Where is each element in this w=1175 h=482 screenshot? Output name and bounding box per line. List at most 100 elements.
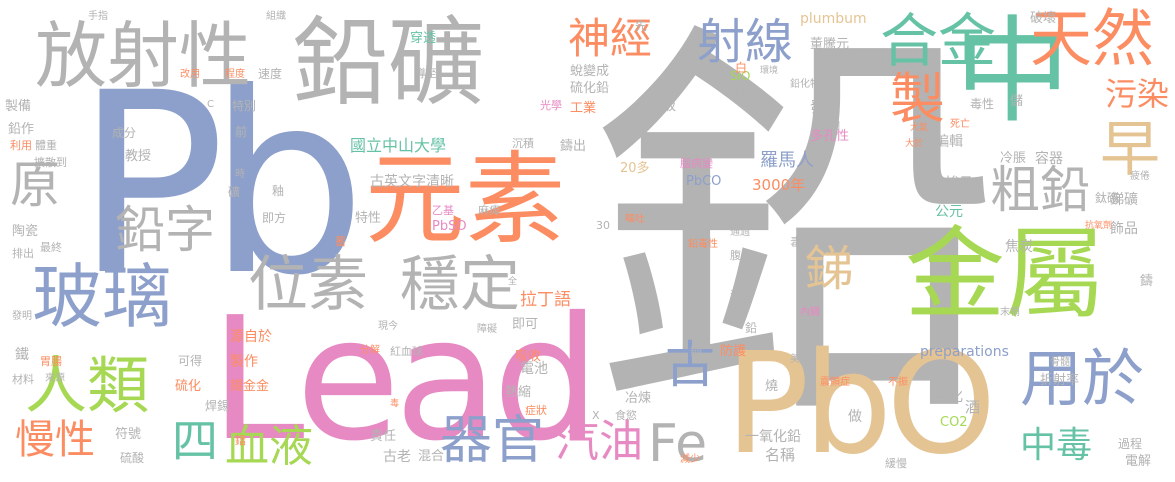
word-co2: CO2 (940, 415, 968, 430)
word-chun: 純 (740, 269, 754, 284)
word-jiqi: 即可 (512, 317, 539, 332)
word-jianshao: 減少 (680, 454, 700, 465)
word-daqi: 大氣 (910, 123, 929, 133)
word-dongtengyuan: 董騰元 (810, 37, 850, 52)
word-zuzhi: 組織 (266, 11, 286, 22)
word-neizang: 內臟 (800, 307, 820, 318)
word-dianjie: 電解 (1125, 454, 1152, 469)
word-qiyou: 汽油 (555, 416, 643, 467)
word-liusuan: 硫酸 (120, 451, 145, 465)
word-qiguan: 器官 (440, 411, 545, 471)
word-weihai: 危害 (842, 236, 862, 247)
word-mingcheng: 名稱 (765, 446, 796, 464)
word-shiyu: 食慾 (615, 409, 637, 422)
word-gaiyong: 改用 (180, 69, 200, 80)
word-tie: 鐵 (15, 347, 29, 363)
word-guoli: 國立中山大學 (350, 136, 447, 155)
word-zhi: 製 (890, 67, 946, 131)
word-zhenzhan: 震顫症 (820, 377, 850, 388)
word-mabi: 麻痺 (478, 204, 500, 217)
word-zhetuilv: 折射率 (1040, 373, 1080, 388)
word-qian: 鉛 (590, 0, 1000, 469)
word-shexian: 射線 (697, 14, 794, 70)
word-yan: 鉛 (745, 321, 758, 335)
word-cailiao: 材料 (12, 373, 34, 386)
word-kanghuo: 抗氧劑 (1085, 221, 1113, 231)
word-si: 四 (172, 414, 218, 468)
word-x: X (592, 409, 600, 422)
word-chu: 儲 (1010, 94, 1024, 109)
word-wending: 穩定 (400, 250, 520, 320)
word-rongqi: 容器 (1035, 151, 1063, 167)
word-kuangshi: 礦石 (900, 234, 928, 250)
word-boli: 玻璃 (32, 256, 172, 338)
word-rejuan: 熱縮 (505, 385, 532, 400)
word-zhongdu: 中毒 (1020, 425, 1093, 466)
word-chuqi: 初期 (820, 121, 840, 132)
word-xishou: 吸收 (515, 349, 542, 364)
word-fanghu: 防護 (720, 344, 747, 359)
word-fenjie: 分解 (360, 345, 380, 356)
word-jianqing: 減輕 (730, 289, 752, 302)
word-pilao: 疲倦 (1130, 171, 1150, 182)
word-qianzuo: 鉛作 (8, 122, 35, 137)
word-yeshenghui: 冶煉 (625, 391, 652, 406)
word-tianran: 天然 (1030, 2, 1155, 75)
word-xiaokuai: 銻礦 (1110, 192, 1138, 208)
word-quan: 全 (508, 277, 518, 287)
word-pbso: PbSO (432, 219, 467, 234)
word-siwang: 死亡 (950, 119, 970, 130)
word-laiyuan: 來源 (45, 373, 65, 384)
word-shexing: 蛻變成 (570, 64, 610, 79)
word-zhong: 中 (955, 5, 1071, 139)
word-lead: Lead (210, 281, 600, 479)
word-wuli: 鐳 (235, 434, 246, 447)
word-bianji: 編輯 (935, 134, 963, 150)
word-taoci: 陶瓷 (12, 224, 39, 239)
word-renlei: 人類 (25, 349, 150, 422)
word-kuang2: 礦 (228, 185, 241, 199)
word-shushui: 水管 (855, 355, 882, 370)
word-jiaotan: 焦炭 (1005, 239, 1033, 255)
word-paichu: 排出 (12, 247, 34, 260)
word-zhizuo: 製作 (230, 354, 258, 370)
word-faxian: 發現 (810, 98, 841, 116)
word-qian2: 前 (235, 125, 248, 139)
word-liuhua: 硫化 (175, 379, 202, 394)
word-mojiu: 鉚 (690, 274, 703, 288)
word-zhangai: 障礙 (477, 324, 497, 335)
word-you: 釉 (272, 184, 285, 198)
word-zao: 早 (1100, 115, 1160, 185)
word-xueye: 血液 (225, 421, 313, 472)
word-jiu: 酒 (965, 398, 981, 416)
word-outu: 嘔吐 (625, 214, 645, 225)
word-ranshao: 燒 (765, 379, 779, 394)
word-xian2: 現今 (378, 321, 398, 332)
word-chengfen: 成分 (112, 126, 137, 140)
word-shi: 時 (235, 169, 245, 180)
word-duwu: 毒物 (790, 236, 817, 251)
word-guyingwen: 古英文字清晰 (370, 174, 454, 190)
word-zhiqian: 製備 (5, 99, 32, 114)
word-xian: 先 (635, 19, 648, 33)
word-du2: 毒 (390, 399, 400, 409)
word-tong: 銅 (690, 344, 703, 358)
word-cu: 粗 (735, 87, 746, 100)
word-pohuai: 破壞 (1030, 11, 1057, 26)
word-qian3: 鉛化物 (790, 79, 820, 90)
word-gongyuan: 公元 (935, 204, 963, 220)
word-moshao: 末梢 (1000, 307, 1020, 318)
word-sudu: 速度 (258, 67, 283, 81)
word-liyong: 利用 (10, 139, 32, 152)
word-xi: 錫 (920, 171, 934, 186)
word-latin: 拉丁語 (520, 290, 571, 310)
word-yuansu: 元素 (365, 141, 565, 258)
word-zuo: 做 (848, 409, 862, 425)
word-n3000: 3000年 (752, 176, 806, 194)
word-liuhuaqian: 硫化鉛 (570, 81, 610, 96)
word-c: C (207, 99, 214, 110)
word-aiji: 埃及 (945, 174, 976, 192)
word-duokongxing: 多孔性 (810, 129, 850, 144)
word-pb: Pb (75, 39, 366, 330)
